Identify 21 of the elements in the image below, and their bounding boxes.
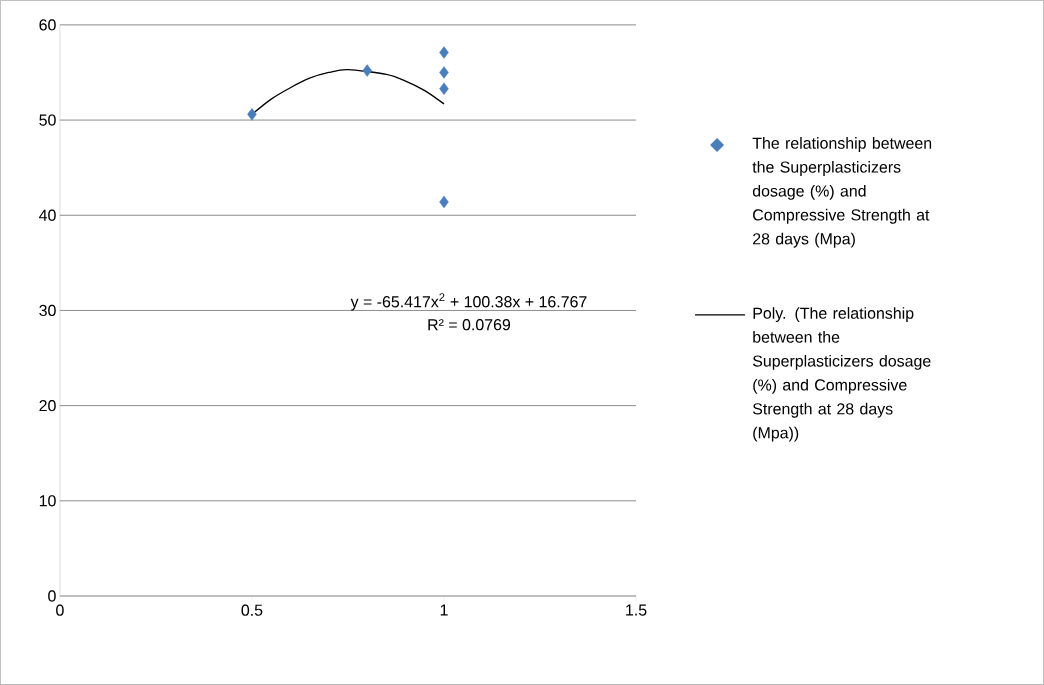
y-tick-label: 50 bbox=[39, 114, 56, 126]
legend-label: The relationship between the Superplasticizers dosage (%) and Compressive Strength at 28 days (Mpa) bbox=[752, 137, 932, 248]
point bbox=[362, 64, 372, 77]
annotation: R² = 0.0769 bbox=[428, 319, 511, 331]
point bbox=[439, 82, 449, 95]
point bbox=[439, 66, 449, 79]
y-tick-label: 60 bbox=[39, 19, 56, 31]
x-tick-label: 1.5 bbox=[626, 604, 647, 616]
y-tick-label: 20 bbox=[39, 400, 56, 412]
y-tick-label: 10 bbox=[39, 495, 56, 507]
point bbox=[439, 46, 449, 59]
x-tick-label: 0 bbox=[56, 604, 64, 616]
y-tick-label: 0 bbox=[48, 590, 56, 602]
legend-label: Poly. (The relationship between the Superplasticizers dosage (%) and Compressive Strength at 28 days (Mpa)) bbox=[752, 307, 931, 442]
point bbox=[247, 108, 257, 121]
x-tick-label: 0.5 bbox=[241, 604, 263, 616]
x-tick-label: 1 bbox=[440, 604, 448, 616]
point bbox=[439, 195, 449, 209]
y-tick-label: 30 bbox=[39, 304, 56, 317]
y-tick-label: 40 bbox=[39, 209, 56, 221]
annotation: y = -65.417x$^{2}$ + 100.38x + 16.767 bbox=[350, 293, 587, 311]
